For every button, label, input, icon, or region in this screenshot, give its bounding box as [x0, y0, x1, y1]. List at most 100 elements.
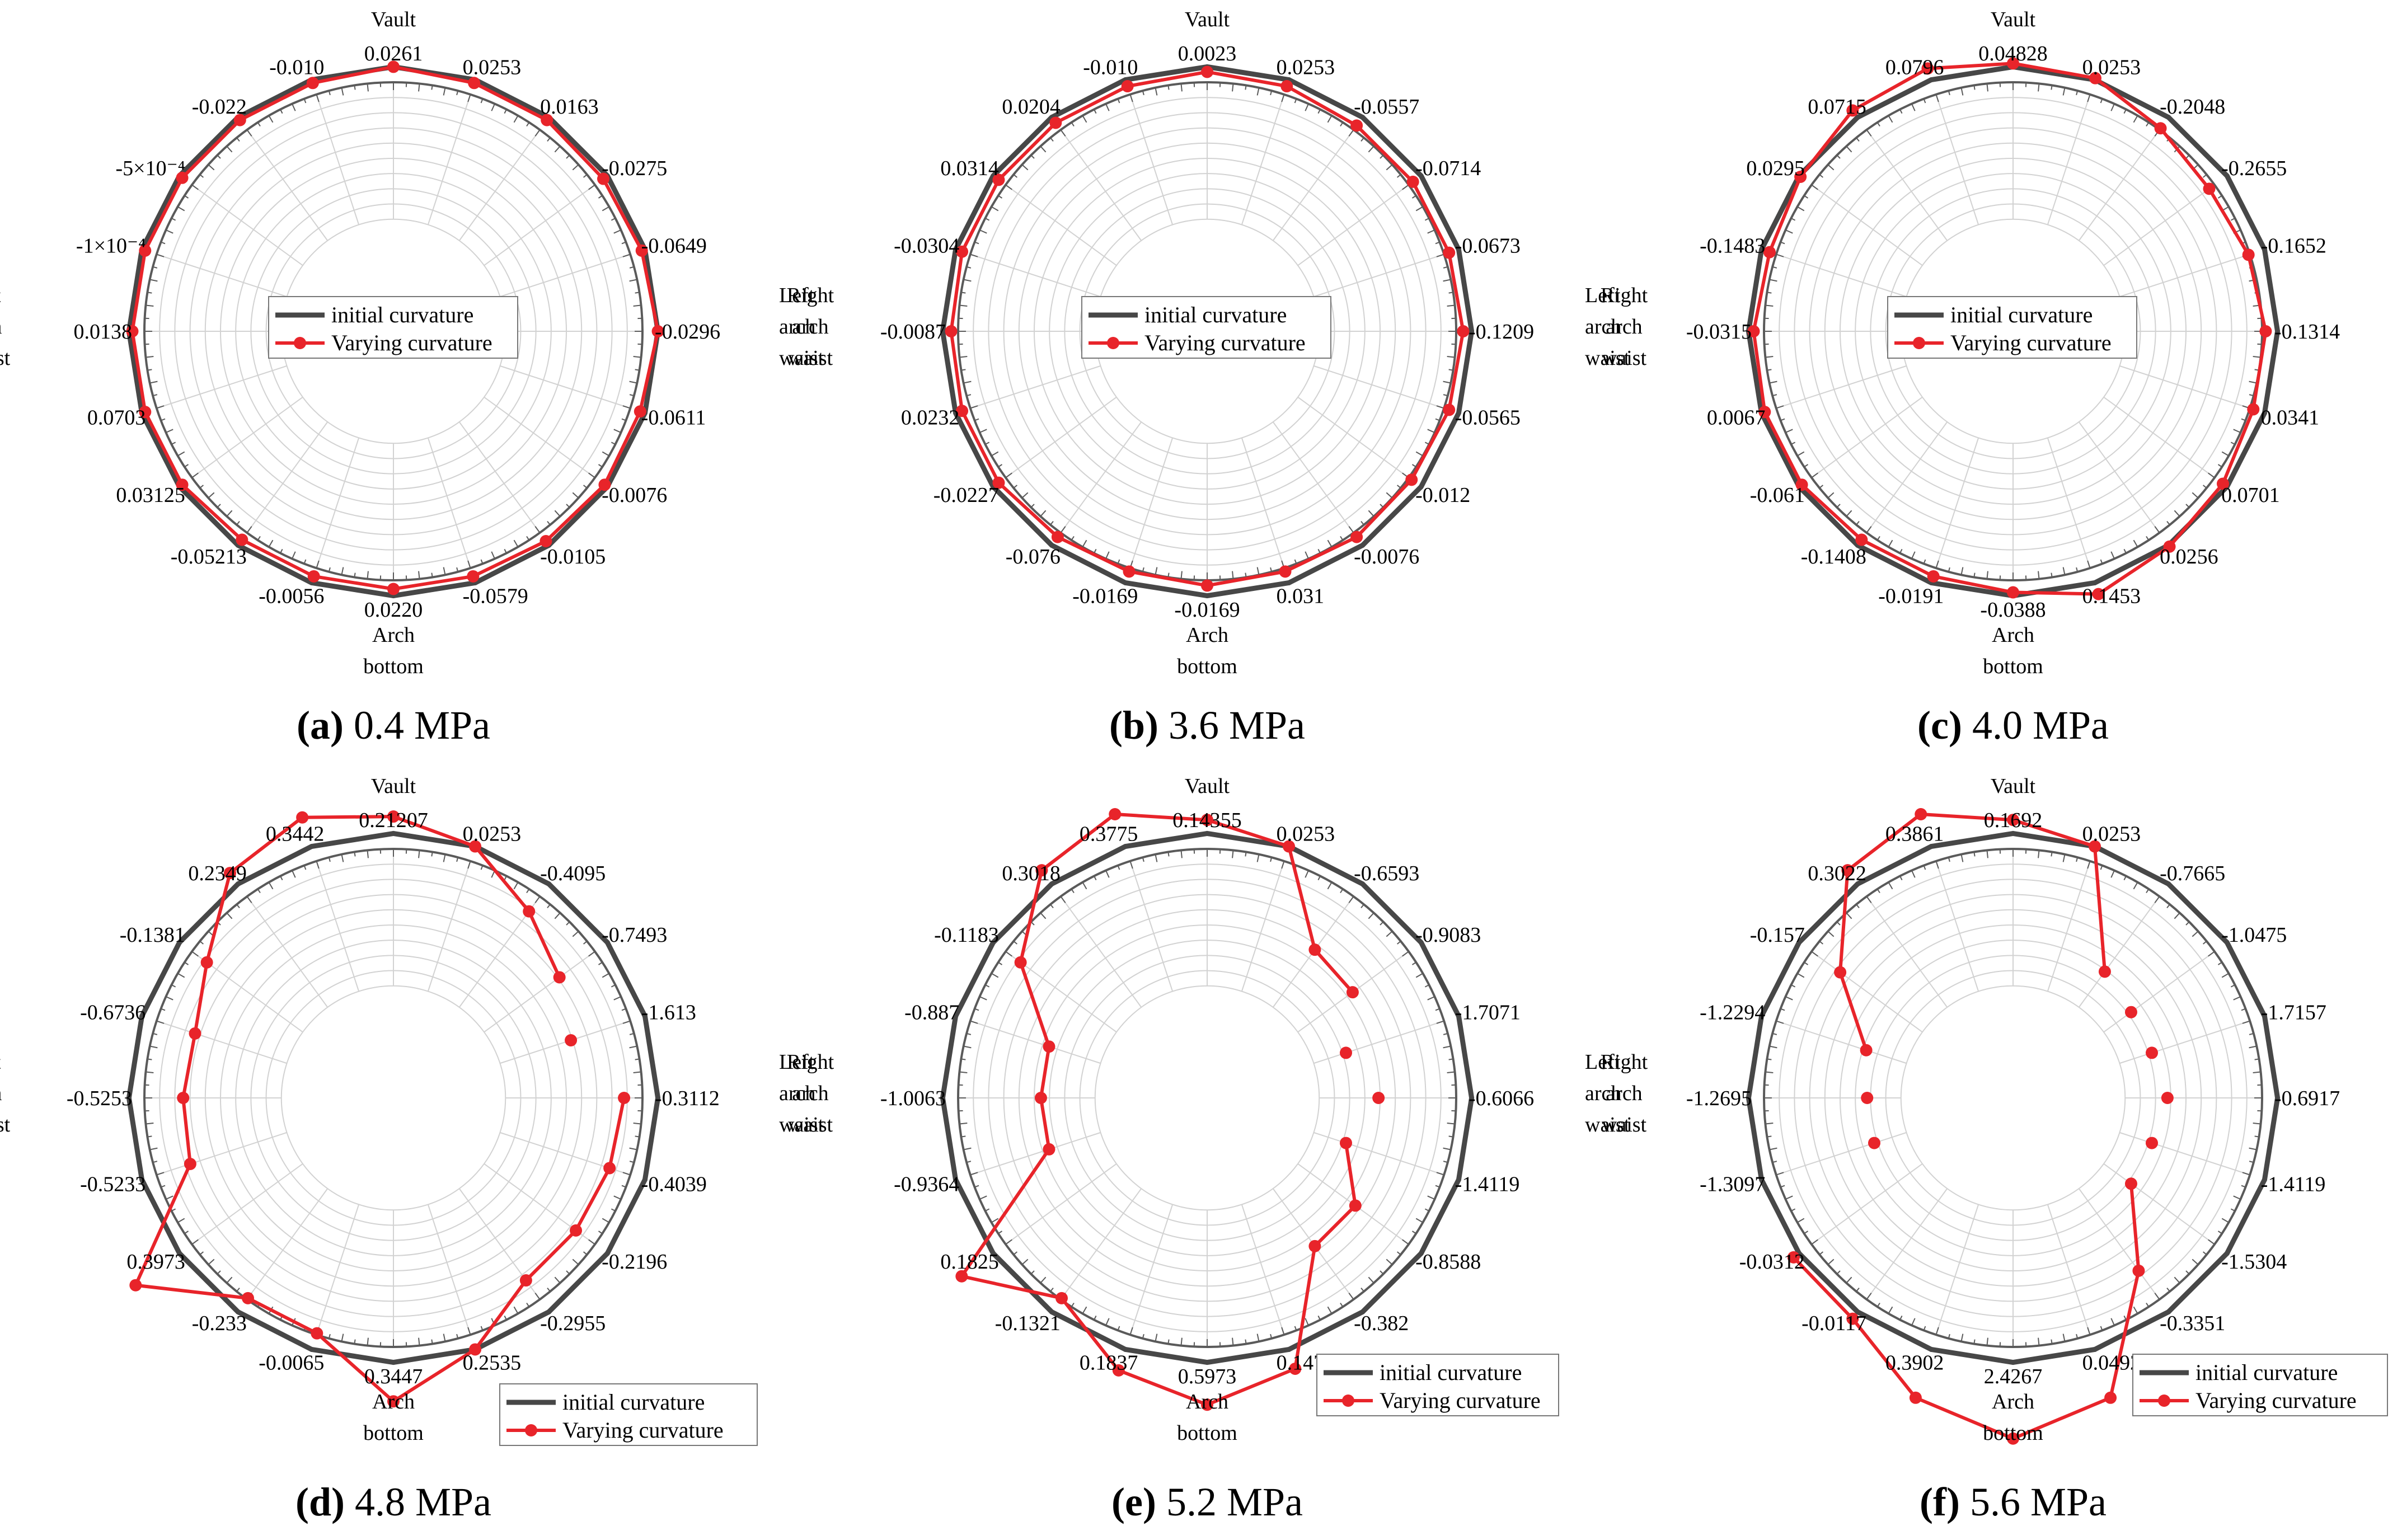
varying-curvature-point [236, 533, 248, 546]
varying-curvature-point [176, 171, 189, 184]
varying-curvature-segment [1054, 84, 1129, 125]
axis-tick [149, 381, 158, 384]
axis-tick [280, 876, 283, 881]
varying-curvature-point [598, 478, 611, 491]
initial-curvature-segment [1123, 1346, 1210, 1365]
angle-label: -0.1314 [2274, 320, 2340, 344]
axis-tick [2076, 1334, 2079, 1339]
angle-label: -0.0087 [880, 320, 946, 344]
varying-curvature-segment [1411, 180, 1451, 255]
axis-tick [1888, 882, 1893, 890]
grid-spoke [2119, 365, 2250, 409]
axis-tick [598, 1231, 603, 1234]
axis-tick [246, 896, 252, 903]
axis-tick [1340, 122, 1344, 127]
axis-tick [2154, 1293, 2160, 1300]
axis-tick [621, 1185, 626, 1188]
grid-spoke [1129, 861, 1174, 992]
axis-tick [2123, 1315, 2127, 1320]
varying-curvature-point [126, 325, 139, 337]
varying-curvature-point [468, 77, 481, 90]
axis-tick [367, 571, 369, 579]
varying-curvature-segment [1205, 70, 1289, 88]
axis-tick [622, 1172, 631, 1176]
initial-curvature-segment [235, 1309, 315, 1352]
varying-curvature-segment [301, 815, 395, 819]
grid-ring [250, 955, 537, 1241]
legend-frame [2132, 1354, 2388, 1416]
axis-tick [1167, 852, 1170, 857]
axis-tick [1040, 912, 1047, 919]
axis-tick [1888, 539, 1893, 547]
varying-curvature-point [2146, 1046, 2159, 1059]
axis-tick [1811, 951, 1818, 957]
grid-spoke [1297, 184, 1409, 266]
axis-tick [191, 472, 199, 478]
angle-label: -1×10⁻⁴ [76, 234, 146, 257]
axis-tick [1856, 520, 1860, 525]
axis-tick [246, 526, 252, 533]
varying-curvature-point [1034, 1092, 1047, 1104]
grid-spoke [2047, 861, 2091, 992]
axis-tick [2174, 510, 2180, 517]
angle-label: -1.2695 [1686, 1087, 1752, 1110]
varying-curvature-point [1109, 807, 1122, 820]
initial-curvature-segment [2262, 1013, 2281, 1101]
axis-tick [156, 405, 165, 409]
axis-tick [1960, 87, 1964, 96]
axis-tick [2230, 984, 2235, 988]
angle-label: -0.0304 [894, 234, 959, 257]
axis-tick [1427, 429, 1435, 433]
legend-frame [1081, 296, 1331, 359]
initial-curvature-segment [940, 1095, 959, 1182]
grid-spoke [246, 1188, 329, 1300]
axis-tick [431, 1339, 433, 1344]
varying-curvature-point [1340, 1137, 1353, 1149]
axis-tick [1443, 279, 1451, 282]
axis-tick [1447, 1123, 1455, 1125]
varying-curvature-point [2132, 1264, 2145, 1277]
axis-tick [583, 941, 588, 945]
grid-spoke [1272, 421, 1354, 533]
initial-curvature-segment [235, 844, 315, 887]
axis-tick [1769, 279, 1777, 282]
axis-tick [602, 973, 609, 978]
initial-curvature-segment [1360, 484, 1424, 548]
angle-label: -0.2196 [602, 1250, 667, 1274]
axis-tick [1443, 1045, 1451, 1049]
varying-curvature-segment [2168, 482, 2225, 548]
varying-curvature-point [992, 173, 1005, 186]
initial-curvature-segment [2224, 1177, 2267, 1256]
axis-tick [554, 1276, 561, 1284]
varying-curvature-segment [2159, 126, 2211, 191]
axis-tick [2038, 1337, 2040, 1346]
axis-tick [2110, 104, 2115, 111]
varying-curvature-point [553, 971, 566, 984]
axis-tick [1827, 492, 1835, 499]
axis-tick [1856, 904, 1860, 909]
initial-curvature-segment [604, 410, 648, 490]
axis-tick [2217, 1231, 2222, 1234]
angle-label: 0.0067 [1707, 406, 1766, 430]
axis-tick [1245, 852, 1247, 857]
axis-tick [2123, 109, 2127, 114]
axis-tick [963, 1147, 972, 1151]
axis-tick [629, 394, 635, 397]
angle-label: -0.061 [1750, 483, 1805, 507]
direction-label-bottom: bottom [363, 1421, 424, 1445]
varying-curvature-segment [1039, 1045, 1051, 1100]
axis-tick [633, 356, 641, 358]
initial-curvature-segment [604, 173, 648, 252]
axis-tick [156, 1172, 165, 1176]
axis-tick [1876, 1302, 1880, 1307]
axis-tick [2100, 98, 2103, 104]
axis-tick [991, 973, 999, 978]
varying-curvature-segment [638, 330, 660, 414]
legend-varying-marker [525, 1424, 537, 1436]
initial-curvature-segment [177, 881, 241, 945]
axis-tick [1780, 418, 1785, 421]
axis-tick [970, 1020, 978, 1024]
varying-curvature-segment [2207, 187, 2250, 257]
axis-tick [341, 87, 344, 96]
axis-tick [2100, 1326, 2103, 1331]
